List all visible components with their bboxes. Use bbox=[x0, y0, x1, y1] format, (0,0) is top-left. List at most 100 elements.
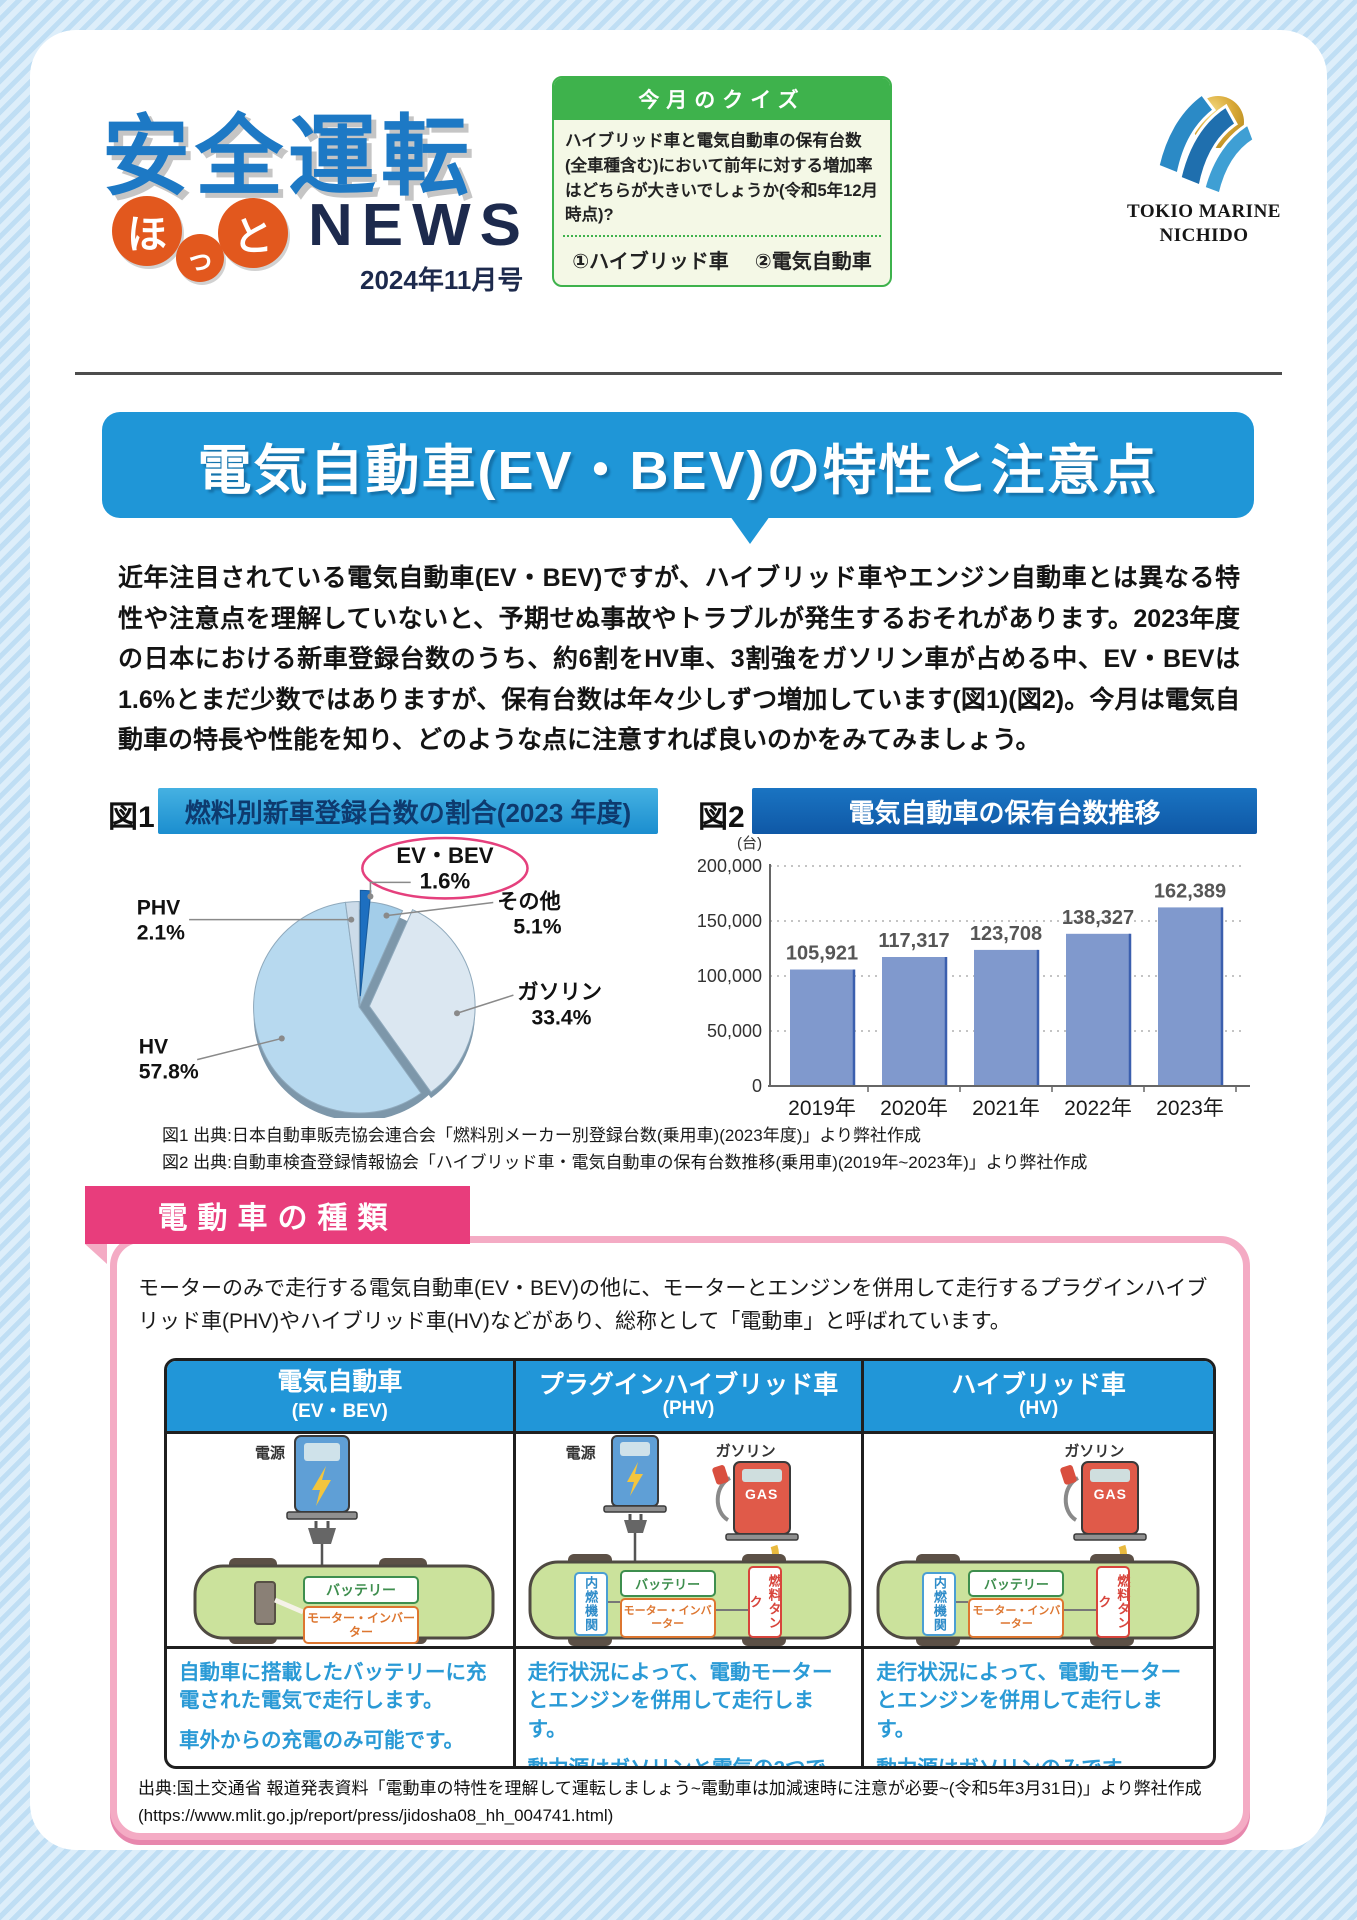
gasoline-leader-dot bbox=[453, 1010, 461, 1017]
table-description-row: 自動車に搭載したバッテリーに充電された電気で走行します。 車外からの充電のみ可能… bbox=[167, 1646, 1213, 1766]
ev-types-intro: モーターのみで走行する電気自動車(EV・BEV)の他に、モーターとエンジンを併用… bbox=[138, 1277, 1208, 1334]
charging-station-base bbox=[602, 1505, 667, 1513]
gas-pump-icon bbox=[711, 1461, 799, 1541]
xtick-2022: 2022年 bbox=[1064, 1097, 1132, 1120]
plug-icon bbox=[308, 1528, 336, 1544]
lightning-bolt-icon bbox=[312, 1466, 331, 1506]
fuel-share-pie-chart: EV・BEV 1.6% PHV 2.1% その他 5.1% ガソリン 33.4%… bbox=[137, 836, 602, 1118]
quiz-title: 今月のクイズ bbox=[554, 78, 890, 120]
engine-label-box: 内燃機関 bbox=[922, 1572, 957, 1636]
charging-station-screen bbox=[619, 1442, 650, 1456]
bars bbox=[790, 907, 1224, 1086]
gas-pump-text: GAS bbox=[1093, 1486, 1127, 1502]
xtick-2021: 2021年 bbox=[972, 1097, 1040, 1120]
figure2-title: 電気自動車の保有台数推移 bbox=[752, 788, 1257, 834]
masthead-news-logo: NEWS bbox=[308, 192, 530, 259]
header-ev-bev: 電気自動車 (EV・BEV) bbox=[167, 1361, 516, 1431]
header-phv: プラグインハイブリッド車 (PHV) bbox=[515, 1361, 865, 1431]
xtick-2019: 2019年 bbox=[788, 1097, 856, 1120]
ev-ownership-bar-chart: (台) 200,000 150,000 100,000 50,000 0 105… bbox=[698, 835, 1250, 1120]
tokio-marine-logo-icon bbox=[1156, 91, 1256, 197]
ytick-0: 0 bbox=[752, 1076, 762, 1096]
hv-slice bbox=[253, 901, 422, 1114]
bar-value-2021: 123,708 bbox=[970, 923, 1042, 945]
figure2-source: 図2 出典:自動車検査登録情報協会「ハイブリッド車・電気自動車の保有台数推移(乗… bbox=[162, 1153, 1088, 1173]
phv-label-name: PHV bbox=[137, 897, 180, 920]
xtick-2020: 2020年 bbox=[880, 1097, 948, 1120]
logo-text-line2: NICHIDO bbox=[1159, 224, 1249, 246]
ytick-150000: 150,000 bbox=[698, 911, 762, 931]
gas-pump-text: GAS bbox=[744, 1486, 779, 1502]
hv-leader-line bbox=[196, 1037, 282, 1061]
figure1-title: 燃料別新車登録台数の割合(2023 年度) bbox=[158, 788, 658, 834]
bar-value-2019: 105,921 bbox=[786, 943, 858, 965]
diagram-hv: ガソリン GAS 内燃機関 バッテリー モーター・インバーター 燃料タンク bbox=[864, 1431, 1213, 1646]
figure2-label: 図2 bbox=[698, 801, 745, 834]
table-diagram-row: 電源 バッテリー モーター・インバーター bbox=[167, 1431, 1213, 1646]
ytick-100000: 100,000 bbox=[698, 966, 762, 986]
other-label-pct: 5.1% bbox=[513, 916, 561, 939]
ev-bev-leader-dot bbox=[367, 893, 374, 900]
x-ticks bbox=[867, 1086, 1237, 1092]
desc-ev-bev: 自動車に搭載したバッテリーに充電された電気で走行します。 車外からの充電のみ可能… bbox=[167, 1646, 516, 1766]
gasoline-slice bbox=[368, 909, 476, 1093]
hotto-circle-3: と bbox=[218, 198, 288, 268]
gasoline-label-pct: 33.4% bbox=[532, 1006, 592, 1029]
title-speech-tail bbox=[730, 516, 770, 544]
ev-types-heading-fold bbox=[85, 1244, 107, 1264]
battery-label-box: バッテリー bbox=[619, 1570, 716, 1597]
logo-text-line1: TOKIO MARINE bbox=[1127, 201, 1281, 222]
gasoline-label: ガソリン bbox=[715, 1443, 776, 1460]
ev-bev-highlight-ellipse bbox=[361, 836, 529, 900]
ytick-50000: 50,000 bbox=[707, 1021, 762, 1041]
battery-label-box: バッテリー bbox=[968, 1570, 1065, 1597]
quiz-option-2: ②電気自動車 bbox=[754, 251, 872, 273]
gas-pump-icon bbox=[1060, 1461, 1148, 1541]
article-title: 電気自動車(EV・BEV)の特性と注意点 bbox=[102, 412, 1254, 518]
figure1-source: 図1 出典:日本自動車販売協会連合会「燃料別メーカー別登録台数(乗用車)(202… bbox=[162, 1126, 922, 1145]
ev-types-table: 電気自動車 (EV・BEV) プラグインハイブリッド車 (PHV) ハイブリッド… bbox=[164, 1358, 1216, 1769]
phv-slice bbox=[344, 900, 360, 1008]
bar-value-2023: 162,389 bbox=[1154, 880, 1226, 902]
lightning-bolt-icon bbox=[626, 1462, 643, 1496]
hv-leader-dot bbox=[278, 1035, 285, 1042]
hv-label-name: HV bbox=[139, 1036, 168, 1059]
figure-sources: 図1 出典:日本自動車販売協会連合会「燃料別メーカー別登録台数(乗用車)(202… bbox=[162, 1122, 1087, 1176]
fuel-tank-label-box: 燃料タンク bbox=[747, 1566, 782, 1638]
ytick-200000: 200,000 bbox=[698, 856, 762, 876]
header-hv: ハイブリッド車 (HV) bbox=[864, 1361, 1213, 1431]
figure1-label: 図1 bbox=[108, 801, 155, 834]
header-divider bbox=[75, 372, 1282, 375]
hotto-circle-1: ほ bbox=[112, 196, 182, 266]
gasoline-label: ガソリン bbox=[1064, 1443, 1125, 1460]
hotto-circle-2: っ bbox=[176, 234, 224, 282]
ev-bev-leader-line bbox=[369, 881, 411, 895]
masthead-title: 安全運転 bbox=[102, 107, 475, 206]
diagram-ev-bev: 電源 バッテリー モーター・インバーター bbox=[167, 1431, 516, 1646]
motor-inverter-label-box: モーター・インバーター bbox=[968, 1598, 1065, 1638]
other-leader-dot bbox=[383, 912, 390, 919]
quiz-divider bbox=[563, 235, 881, 237]
bar-value-2022: 138,327 bbox=[1062, 907, 1134, 929]
ev-types-source-line1: 出典:国土交通省 報道発表資料「電動車の特性を理解して運転しましょう~電動車は加… bbox=[138, 1779, 1202, 1798]
content-card: 安全運転 ほ っ と NEWS 2024年11月号 今月のクイズ ハイブリッド車… bbox=[30, 30, 1327, 1850]
quiz-option-1: ①ハイブリッド車 bbox=[572, 251, 729, 273]
ev-bev-callout-pct: 1.6% bbox=[420, 868, 471, 893]
bar-value-2020: 117,317 bbox=[878, 930, 949, 952]
ev-types-source: 出典:国土交通省 報道発表資料「電動車の特性を理解して運転しましょう~電動車は加… bbox=[138, 1776, 1223, 1830]
issue-date: 2024年11月号 bbox=[360, 265, 524, 295]
ev-bev-callout-name: EV・BEV bbox=[396, 843, 493, 868]
fuel-tank-label-box: 燃料タンク bbox=[1096, 1566, 1131, 1638]
power-source-label: 電源 bbox=[255, 1445, 286, 1462]
phv-label-pct: 2.1% bbox=[137, 922, 185, 945]
desc-phv: 走行状況によって、電動モーターとエンジンを併用して走行します。 動力源はガソリン… bbox=[515, 1646, 865, 1766]
other-label-name: その他 bbox=[497, 890, 560, 914]
charging-station-base bbox=[286, 1511, 358, 1520]
motor-inverter-label-box: モーター・インバーター bbox=[619, 1598, 716, 1638]
article-intro: 近年注目されている電気自動車(EV・BEV)ですが、ハイブリッド車やエンジン自動… bbox=[118, 564, 1240, 754]
quiz-question: ハイブリッド車と電気自動車の保有台数(全車種含む)において前年に対する増加率はど… bbox=[565, 132, 879, 225]
y-axis-unit: (台) bbox=[737, 835, 762, 852]
power-source-label: 電源 bbox=[565, 1445, 596, 1462]
ev-types-source-url[interactable]: (https://www.mlit.go.jp/report/press/jid… bbox=[138, 1805, 614, 1825]
